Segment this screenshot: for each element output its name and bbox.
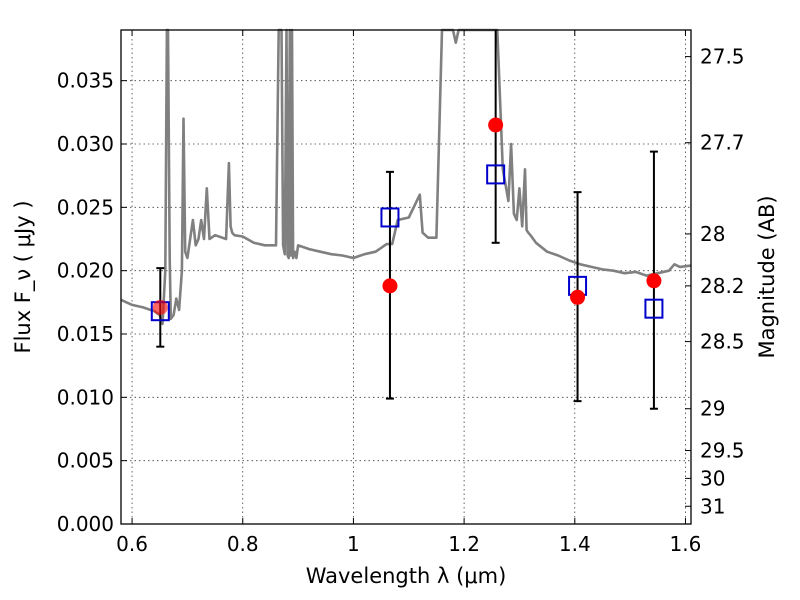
y-tick-label-6: 0.030: [57, 132, 114, 156]
y-tick-label-4: 0.020: [57, 259, 114, 283]
spectrum-line: [120, 28, 692, 326]
y2-tick-label-0: 27.5: [700, 45, 745, 69]
y2-tick-label-7: 30: [700, 466, 725, 490]
photometry-point-0: [152, 299, 168, 315]
y2-tick-label-6: 29.5: [700, 439, 745, 463]
photometry-point-1: [382, 278, 398, 294]
errorbar-2: [491, 30, 500, 244]
y-axis-title: Flux F_ν ( μJy ): [11, 200, 36, 353]
tick-label-layer: 0.6 0.8 1 1.2 1.4 1.6 0.000 0.005 0.010 0.015 0.02…: [57, 45, 745, 556]
x-tick-label-3: 1.2: [448, 532, 480, 556]
x-tick-label-1: 0.8: [227, 532, 259, 556]
y-tick-label-1: 0.005: [57, 449, 114, 473]
photometry-point-4: [646, 273, 662, 289]
x-tick-label-2: 1: [347, 532, 360, 556]
marker-layer: [150, 117, 664, 322]
y-tick-label-7: 0.035: [57, 69, 114, 93]
y-tick-label-0: 0.000: [57, 512, 114, 536]
spectrum-layer: [120, 28, 692, 326]
y-tick-label-5: 0.025: [57, 195, 114, 219]
model-square-marker-1: [380, 207, 400, 228]
model-square-marker-4: [644, 298, 664, 319]
y2-tick-label-2: 28: [700, 222, 725, 246]
y-tick-label-2: 0.010: [57, 385, 114, 409]
x-tick-label-0: 0.6: [116, 532, 148, 556]
y-tick-label-3: 0.015: [57, 322, 114, 346]
y2-tick-label-1: 27.7: [700, 131, 745, 155]
x-tick-label-5: 1.6: [670, 532, 702, 556]
tick-layer: [121, 30, 691, 525]
photometry-point-3: [570, 289, 586, 305]
y2-tick-label-3: 28.2: [700, 274, 745, 298]
x-axis-title: Wavelength λ (μm): [306, 564, 507, 588]
x-tick-label-4: 1.4: [559, 532, 591, 556]
y2-axis-title: Magnitude (AB): [755, 195, 779, 358]
y2-tick-label-4: 28.5: [700, 330, 745, 354]
photometry-point-2: [488, 117, 504, 133]
plot-frame: [120, 29, 692, 525]
y2-tick-label-5: 29: [700, 397, 725, 421]
model-square-marker-2: [486, 164, 506, 185]
y2-tick-label-8: 31: [700, 494, 725, 518]
